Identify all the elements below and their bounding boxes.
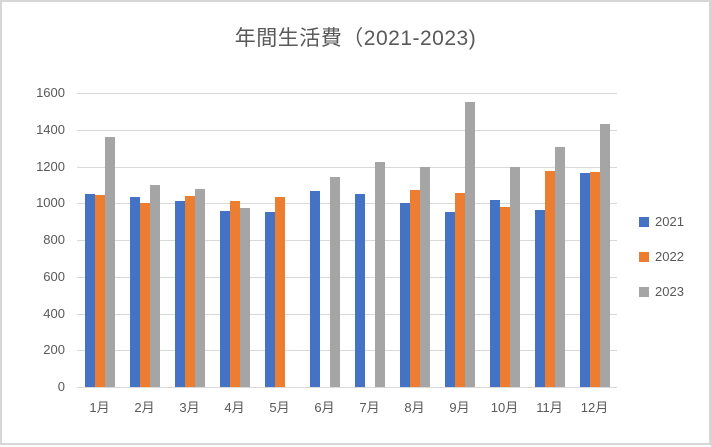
- gridline: [77, 350, 617, 352]
- y-tick-label: 800: [43, 232, 65, 247]
- bar-2022: [139, 203, 150, 387]
- bar-2022: [499, 206, 510, 387]
- x-tick-label: 6月: [314, 400, 335, 415]
- bar-2021: [309, 191, 320, 387]
- bar-group-10月: [482, 93, 527, 387]
- x-tick-label: 1月: [89, 400, 110, 415]
- bar-2023: [554, 147, 565, 387]
- legend-swatch-icon: [639, 286, 649, 297]
- bar-group-12月: [572, 93, 617, 387]
- bar-2022: [229, 201, 240, 387]
- bar-group-5月: [257, 93, 302, 387]
- bar-2023: [104, 137, 115, 387]
- y-tick-label: 400: [43, 305, 65, 321]
- x-tick-label: 4月: [224, 400, 245, 415]
- bar-group-1月: [77, 93, 122, 387]
- bar-2023: [464, 102, 475, 387]
- bar-group-11月: [527, 93, 572, 387]
- bar-2022: [544, 171, 555, 387]
- bar-2021: [489, 199, 500, 387]
- bar-2023: [239, 207, 250, 387]
- x-tick-label: 11月: [536, 400, 563, 415]
- bar-2023: [599, 124, 610, 387]
- gridline: [77, 240, 617, 241]
- legend-label: 2023: [655, 284, 684, 299]
- bar-group-6月: [302, 93, 347, 387]
- x-axis: 1月 2月 3月 4月 5月 6月 7月 8月 9月 10月 11月 12月: [77, 397, 617, 417]
- x-tick-label: 10月: [490, 400, 519, 415]
- bar-2022: [274, 196, 285, 387]
- bar-2021: [264, 211, 275, 387]
- x-tick-label: 9月: [449, 400, 470, 415]
- y-tick-label: 600: [43, 268, 65, 284]
- y-tick-label: 1600: [36, 85, 65, 100]
- chart-title: 年間生活費（2021-2023): [234, 27, 477, 50]
- legend-label: 2022: [655, 249, 684, 264]
- bar-2023: [374, 161, 385, 387]
- bar-2021: [129, 196, 140, 387]
- bar-2021: [174, 201, 185, 387]
- legend: 2021 2022 2023: [639, 214, 684, 319]
- bar-2022: [454, 193, 465, 387]
- y-tick-label: 1000: [36, 195, 65, 211]
- gridline: [77, 93, 617, 94]
- bar-group-3月: [167, 93, 212, 387]
- legend-label: 2021: [655, 214, 684, 229]
- bar-2022: [589, 172, 600, 387]
- bar-2021: [534, 209, 545, 387]
- bar-group-2月: [122, 93, 167, 387]
- bar-2022: [94, 194, 105, 387]
- bar-group-8月: [392, 93, 437, 387]
- legend-item-2023: 2023: [639, 284, 684, 299]
- x-tick-label: 3月: [179, 400, 200, 415]
- bar-2023: [194, 189, 205, 387]
- bar-2021: [444, 211, 455, 387]
- bar-group-7月: [347, 93, 392, 387]
- bar-2023: [149, 184, 160, 387]
- gridline: [77, 313, 617, 315]
- legend-item-2021: 2021: [639, 214, 684, 229]
- x-tick-label: 2月: [134, 400, 155, 415]
- bar-series-area: [77, 93, 617, 387]
- y-axis: 0 200 400 600 800 1000 1200 1400 1600: [2, 2, 65, 447]
- bar-2021: [219, 210, 230, 387]
- x-tick-label: 7月: [359, 400, 380, 415]
- x-axis-line: [77, 387, 617, 388]
- legend-swatch-icon: [639, 216, 649, 227]
- y-tick-label: 200: [43, 342, 65, 358]
- legend-item-2022: 2022: [639, 249, 684, 264]
- bar-2023: [329, 176, 340, 387]
- y-tick-label: 1200: [36, 158, 65, 174]
- x-tick-label: 12月: [580, 400, 609, 415]
- y-tick-label: 1400: [36, 121, 65, 137]
- bar-2023: [419, 166, 430, 387]
- x-tick-label: 5月: [269, 400, 290, 415]
- gridline: [77, 129, 617, 131]
- bar-group-9月: [437, 93, 482, 387]
- bar-2021: [399, 203, 410, 387]
- bar-2022: [184, 195, 195, 387]
- bar-2021: [354, 194, 365, 387]
- x-tick-label: 8月: [404, 400, 425, 415]
- bar-2021: [579, 172, 590, 387]
- plot-area: [77, 93, 617, 387]
- gridline: [77, 203, 617, 205]
- bar-2023: [509, 167, 520, 387]
- gridline: [77, 276, 617, 278]
- legend-swatch-icon: [639, 251, 649, 262]
- bar-group-4月: [212, 93, 257, 387]
- bar-2021: [84, 194, 95, 387]
- gridline: [77, 166, 617, 168]
- bar-2022: [409, 190, 420, 387]
- y-tick-label: 0: [57, 379, 65, 394]
